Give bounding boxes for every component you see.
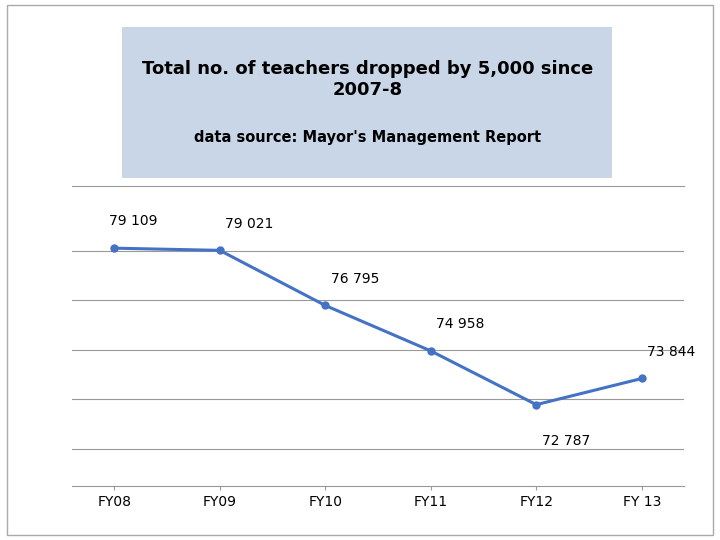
Text: 79 109: 79 109 (109, 214, 158, 228)
Text: data source: Mayor's Management Report: data source: Mayor's Management Report (194, 130, 541, 145)
Text: Total no. of teachers dropped by 5,000 since
2007-8: Total no. of teachers dropped by 5,000 s… (142, 60, 593, 99)
Text: 72 787: 72 787 (541, 434, 590, 448)
Text: 74 958: 74 958 (436, 317, 485, 331)
Text: 76 795: 76 795 (330, 272, 379, 286)
Text: 73 844: 73 844 (647, 345, 696, 359)
Text: 79 021: 79 021 (225, 217, 274, 231)
